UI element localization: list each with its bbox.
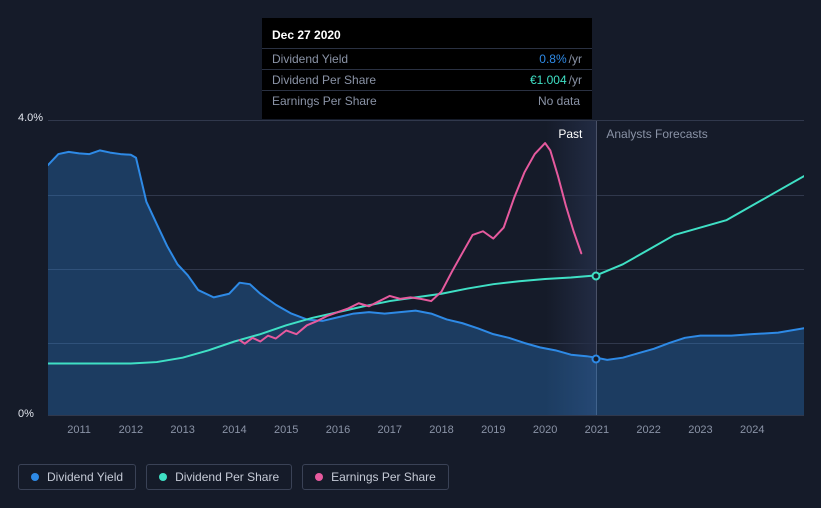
- series-marker: [592, 272, 601, 281]
- past-label: Past: [558, 127, 582, 141]
- legend-dot: [159, 473, 167, 481]
- y-tick-max: 4.0%: [18, 112, 43, 124]
- x-tick: 2018: [429, 424, 453, 436]
- tooltip-label: Dividend Yield: [272, 52, 539, 66]
- y-tick-min: 0%: [18, 408, 34, 420]
- legend-label: Dividend Per Share: [175, 470, 279, 484]
- legend-earnings-per-share[interactable]: Earnings Per Share: [302, 464, 449, 490]
- legend-dot: [31, 473, 39, 481]
- x-tick: 2015: [274, 424, 298, 436]
- tooltip-value: 0.8%: [539, 52, 566, 66]
- x-tick: 2021: [585, 424, 609, 436]
- tooltip-unit: /yr: [569, 52, 582, 66]
- legend-dividend-per-share[interactable]: Dividend Per Share: [146, 464, 292, 490]
- x-tick: 2012: [119, 424, 143, 436]
- forecast-label: Analysts Forecasts: [606, 127, 707, 141]
- legend-dividend-yield[interactable]: Dividend Yield: [18, 464, 136, 490]
- x-tick: 2019: [481, 424, 505, 436]
- chart-legend: Dividend Yield Dividend Per Share Earnin…: [18, 464, 449, 490]
- x-tick: 2014: [222, 424, 246, 436]
- x-tick: 2013: [170, 424, 194, 436]
- legend-label: Dividend Yield: [47, 470, 123, 484]
- tooltip-row: Dividend Yield0.8%/yr: [262, 48, 592, 69]
- series-marker: [592, 355, 601, 364]
- x-tick: 2017: [378, 424, 402, 436]
- x-tick: 2020: [533, 424, 557, 436]
- x-tick: 2016: [326, 424, 350, 436]
- x-tick: 2022: [636, 424, 660, 436]
- x-tick: 2023: [688, 424, 712, 436]
- tooltip-value: €1.004: [530, 73, 567, 87]
- series-svg: [48, 121, 804, 415]
- tooltip-unit: /yr: [569, 73, 582, 87]
- legend-label: Earnings Per Share: [331, 470, 436, 484]
- dividend-chart: 4.0% 0% Past Analysts Forecasts 2011 2012 2…: [18, 104, 808, 448]
- tooltip-label: Dividend Per Share: [272, 73, 530, 87]
- tooltip-date: Dec 27 2020: [262, 26, 592, 48]
- x-tick: 2011: [67, 424, 91, 436]
- x-tick: 2024: [740, 424, 764, 436]
- tooltip-row: Dividend Per Share€1.004/yr: [262, 69, 592, 90]
- legend-dot: [315, 473, 323, 481]
